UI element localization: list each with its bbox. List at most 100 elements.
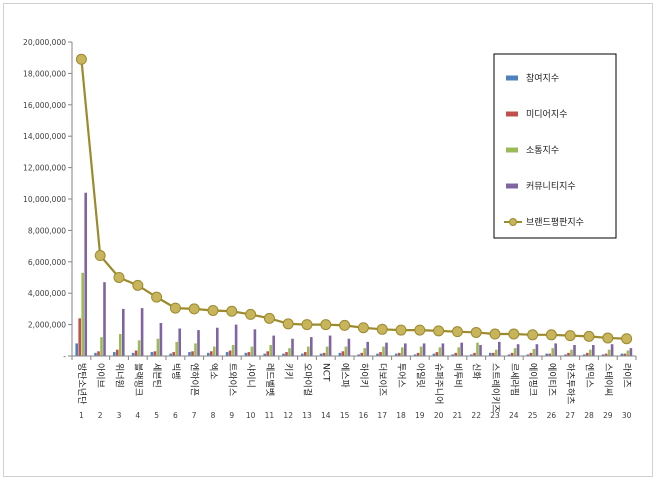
bar-1-5 xyxy=(150,352,154,356)
legend-label: 커뮤니티지수 xyxy=(526,181,576,192)
line-point-24 xyxy=(508,328,520,340)
line-point-12 xyxy=(282,318,294,330)
bar-3-29 xyxy=(607,349,611,356)
bar-1-7 xyxy=(188,352,191,356)
bar-1-22 xyxy=(470,354,473,356)
bar-2-7 xyxy=(191,351,194,356)
bar-3-28 xyxy=(589,349,592,356)
rank-label: 3 xyxy=(117,411,122,420)
bar-4-17 xyxy=(385,342,388,356)
rank-label: 30 xyxy=(622,411,632,420)
category-label: 엔믹스 xyxy=(584,363,596,388)
bar-1-8 xyxy=(207,352,210,356)
bar-1-20 xyxy=(432,353,436,356)
category-label: 엔하이픈 xyxy=(189,363,200,396)
bar-3-25 xyxy=(532,348,536,356)
rank-label: 21 xyxy=(453,411,463,420)
bar-1-25 xyxy=(526,354,530,356)
category-label: 샤이니 xyxy=(245,363,256,388)
y-tick-label: 14,000,000 xyxy=(23,132,66,141)
rank-label: 18 xyxy=(396,411,406,420)
category-label: 빅뱅 xyxy=(170,363,181,380)
y-tick-label: 4,000,000 xyxy=(28,289,66,298)
bar-2-22 xyxy=(473,352,476,356)
line-point-28 xyxy=(583,330,595,342)
line-point-16 xyxy=(357,322,369,334)
bar-1-11 xyxy=(263,353,266,356)
bar-3-22 xyxy=(476,342,479,356)
rank-label: 12 xyxy=(283,411,293,420)
bar-1-14 xyxy=(319,353,323,356)
bar-4-30 xyxy=(629,348,633,356)
bar-3-24 xyxy=(513,348,517,356)
legend-swatch xyxy=(506,75,518,81)
bar-4-8 xyxy=(216,327,219,356)
bar-1-18 xyxy=(395,353,398,356)
bar-3-26 xyxy=(551,348,554,356)
category-label: 위너원 xyxy=(114,363,125,388)
line-point-29 xyxy=(602,332,614,344)
brand-reputation-chart: - 2,000,000 4,000,000 6,000,000 8,000,000 10,… xyxy=(23,38,637,420)
bar-1-10 xyxy=(244,352,248,356)
bar-4-18 xyxy=(404,343,407,356)
category-label: 하츠투하츠 xyxy=(565,363,576,404)
rank-label: 4 xyxy=(135,411,140,420)
category-label: 투어스 xyxy=(396,363,407,388)
rank-label: 22 xyxy=(471,411,481,420)
bar-1-26 xyxy=(545,353,548,356)
bar-1-24 xyxy=(507,354,511,356)
bar-4-27 xyxy=(573,345,576,356)
category-label: 에스파 xyxy=(339,363,350,389)
legend-swatch xyxy=(506,111,518,117)
bar-4-10 xyxy=(253,329,257,356)
bar-2-2 xyxy=(97,351,100,356)
line-point-20 xyxy=(433,325,445,337)
category-label: 에이핑크 xyxy=(527,363,538,396)
bar-4-23 xyxy=(498,341,501,356)
rank-label: 23 xyxy=(490,411,500,420)
line-point-7 xyxy=(188,303,200,315)
line-point-6 xyxy=(169,302,181,314)
y-axis: - 2,000,000 4,000,000 6,000,000 8,000,000 10,… xyxy=(23,38,73,361)
line-point-23 xyxy=(489,328,501,340)
bar-2-10 xyxy=(247,352,251,356)
line-point-25 xyxy=(527,329,539,341)
bar-4-4 xyxy=(140,308,144,356)
rank-label: 15 xyxy=(340,411,350,420)
bar-2-13 xyxy=(304,352,307,356)
bar-1-2 xyxy=(94,352,97,356)
rank-label: 20 xyxy=(434,411,444,420)
rank-label: 2 xyxy=(98,411,103,420)
bar-2-24 xyxy=(510,352,514,356)
bar-2-30 xyxy=(623,353,627,356)
rank-label: 28 xyxy=(584,411,594,420)
bar-4-24 xyxy=(516,344,520,356)
bar-3-27 xyxy=(570,349,573,356)
category-label: 블랙핑크 xyxy=(132,363,143,396)
y-tick-label: 16,000,000 xyxy=(23,101,66,110)
bar-1-15 xyxy=(338,352,342,356)
bar-series xyxy=(75,192,633,356)
bar-2-6 xyxy=(172,352,175,356)
legend-swatch xyxy=(506,183,518,189)
rank-label: 25 xyxy=(528,411,538,420)
rank-label: 27 xyxy=(565,411,575,420)
category-label: NCT xyxy=(320,363,330,382)
bar-4-16 xyxy=(366,341,369,356)
bar-1-12 xyxy=(282,353,285,356)
rank-label: 8 xyxy=(211,411,216,420)
rank-label: 19 xyxy=(415,411,425,420)
category-label: 아일릿 xyxy=(414,363,426,388)
bar-2-21 xyxy=(454,352,457,356)
rank-label: 17 xyxy=(377,411,387,420)
bar-1-29 xyxy=(601,354,605,356)
bar-4-28 xyxy=(592,345,595,356)
bar-2-17 xyxy=(379,352,382,356)
bar-1-30 xyxy=(620,353,624,356)
bar-1-1 xyxy=(75,343,78,356)
y-tick-label: 12,000,000 xyxy=(23,164,66,173)
line-point-5 xyxy=(151,291,163,303)
bar-2-12 xyxy=(285,352,288,356)
bar-2-14 xyxy=(322,352,326,356)
legend-swatch xyxy=(506,147,518,153)
